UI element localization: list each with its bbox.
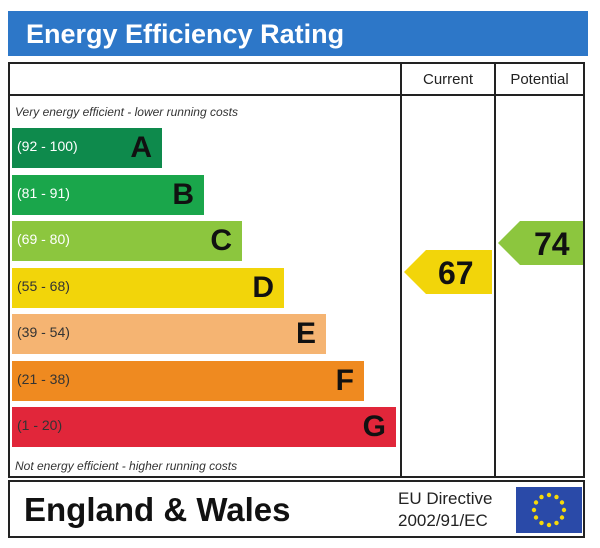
eu-star-icon [546,522,552,528]
band-range: (55 - 68) [17,277,70,294]
eu-star-icon [559,515,565,520]
eu-star-icon [561,507,567,513]
caption-bottom: Not energy efficient - higher running co… [15,459,238,473]
current-rating-value: 67 [438,255,474,291]
band-range: (69 - 80) [17,231,70,247]
potential-rating-arrow [498,221,583,265]
band-letter: C [210,224,232,257]
eu-star-icon [533,500,539,505]
header-bar: Energy Efficiency Rating [8,11,588,56]
region-label: England & Wales [24,491,291,528]
band-letter: D [252,270,274,304]
eu-star-icon [539,520,544,526]
band-range: (92 - 100) [17,138,78,154]
band-f: (21 - 38) F [12,360,364,401]
current-rating-arrow [404,250,492,294]
footer-bar: England & Wales EU Directive 2002/91/EC [8,480,585,538]
band-d: (55 - 68) D [12,267,284,308]
band-range: (39 - 54) [17,324,70,340]
band-letter: G [362,410,386,443]
band-g: (1 - 20) G [12,407,396,447]
band-a: (92 - 100) A [12,128,162,168]
column-divider-potential [494,64,496,476]
band-letter: B [172,177,194,211]
column-header-potential: Potential [510,71,569,88]
column-divider-current [400,64,402,476]
eu-star-icon [533,515,539,520]
eu-star-icon [554,494,559,500]
caption-top: Very energy efficient - lower running co… [15,105,238,119]
eu-star-icon [531,507,537,513]
eu-star-icon [546,492,552,498]
directive-line-1: EU Directive [398,489,493,508]
eu-star-icon [559,500,565,505]
header-divider [10,94,583,96]
band-letter: A [130,131,152,164]
band-c: (69 - 80) C [12,221,242,261]
band-range: (21 - 38) [17,370,70,387]
band-e: (39 - 54) E [12,314,326,354]
directive-line-2: 2002/91/EC [398,511,488,530]
band-range: (81 - 91) [17,184,70,201]
band-letter: F [335,363,354,397]
eu-star-icon [539,494,544,500]
band-b: (81 - 91) B [12,174,204,215]
band-letter: E [295,317,316,350]
column-header-current: Current [422,71,474,88]
eu-directive-label: EU Directive 2002/91/EC [398,488,492,532]
rating-chart: Current Potential Very energy efficient … [8,62,585,478]
eu-flag-icon [516,487,582,533]
potential-rating-value: 74 [534,226,570,262]
page-title: Energy Efficiency Rating [26,19,345,49]
eu-star-icon [554,520,559,526]
band-range: (1 - 20) [17,417,63,433]
